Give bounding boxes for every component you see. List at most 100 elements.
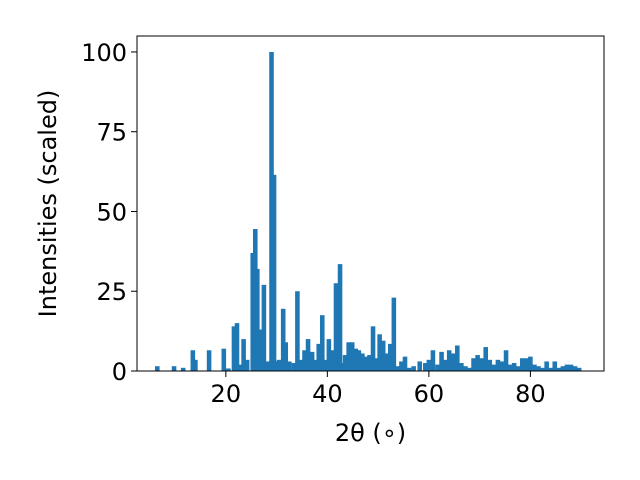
bar [295, 291, 300, 371]
bar [487, 359, 493, 371]
bar [155, 366, 160, 371]
bar [503, 350, 509, 371]
bar [540, 367, 545, 371]
bar [406, 367, 412, 371]
bar [491, 364, 497, 371]
plot-frame [136, 35, 605, 372]
bar [556, 367, 562, 371]
bar [430, 350, 436, 371]
bar-series [155, 51, 582, 371]
bar [193, 359, 198, 371]
bar [443, 359, 448, 371]
x-tick-label: 20 [211, 380, 242, 408]
bar [231, 326, 237, 371]
bar [455, 345, 460, 371]
bar [349, 342, 355, 371]
bar [226, 368, 231, 371]
bar [346, 342, 351, 371]
bar [255, 268, 260, 371]
y-tick-label: 25 [96, 278, 127, 306]
bar [479, 358, 484, 371]
bar [552, 361, 558, 371]
bar [305, 339, 311, 371]
bar [333, 283, 339, 371]
bar [380, 340, 386, 371]
bar [507, 364, 513, 371]
bar [446, 350, 452, 371]
x-tick-label: 40 [312, 380, 343, 408]
bar [273, 361, 279, 371]
bar [360, 353, 365, 371]
bar [244, 359, 250, 371]
bar [330, 350, 335, 371]
bar [241, 339, 246, 371]
bar [234, 323, 240, 371]
bar [435, 364, 440, 371]
bar [536, 366, 541, 371]
bar [524, 358, 529, 371]
bar [450, 353, 456, 371]
bar [459, 363, 464, 371]
bar [384, 353, 390, 371]
bar [572, 366, 578, 371]
bar [426, 359, 432, 371]
bar [391, 297, 397, 371]
y-axis-ticks: 0 25 50 75 100 [81, 39, 137, 386]
bar [548, 367, 553, 371]
bar [363, 356, 369, 371]
bar [377, 334, 382, 371]
bar [356, 350, 362, 371]
y-tick-label: 0 [112, 358, 127, 386]
bar [532, 364, 537, 371]
bar [319, 315, 325, 371]
y-axis-label: Intensities (scaled) [34, 90, 62, 318]
bar [312, 359, 318, 371]
bar [276, 359, 282, 371]
bar [342, 355, 348, 371]
bar [316, 343, 322, 371]
bar [511, 363, 517, 371]
bar [298, 359, 303, 371]
bar [302, 350, 307, 371]
bar [171, 366, 177, 371]
bar [323, 359, 328, 371]
bar [528, 356, 533, 371]
bar [309, 351, 315, 371]
bar [250, 252, 256, 371]
bar [283, 342, 289, 371]
bar [370, 326, 376, 371]
bar [423, 363, 428, 371]
bar [515, 366, 521, 371]
bar [388, 343, 393, 371]
bar [367, 355, 372, 371]
bar [576, 367, 582, 371]
bar [519, 358, 525, 371]
bar [287, 361, 292, 371]
x-tick-label: 60 [414, 380, 445, 408]
bar [463, 366, 468, 371]
y-tick-label: 75 [96, 119, 127, 147]
bar [261, 284, 267, 371]
x-axis-ticks: 20 40 60 80 [211, 371, 546, 408]
bar [190, 350, 196, 371]
x-tick-label: 80 [515, 380, 546, 408]
y-tick-label: 50 [96, 198, 127, 226]
bar [568, 364, 574, 371]
bar [564, 364, 570, 371]
bar [399, 361, 404, 371]
bar [402, 356, 408, 371]
x-axis-label: 2θ (∘) [335, 419, 406, 447]
bar [265, 361, 270, 371]
bar [340, 363, 345, 371]
bar [291, 363, 297, 371]
bar [475, 355, 480, 371]
bar [417, 361, 423, 371]
bar [353, 348, 359, 371]
bar [280, 308, 286, 371]
bar [258, 329, 263, 371]
bar [544, 361, 549, 371]
bar [411, 366, 416, 371]
bar [395, 366, 400, 371]
bar [180, 367, 186, 371]
